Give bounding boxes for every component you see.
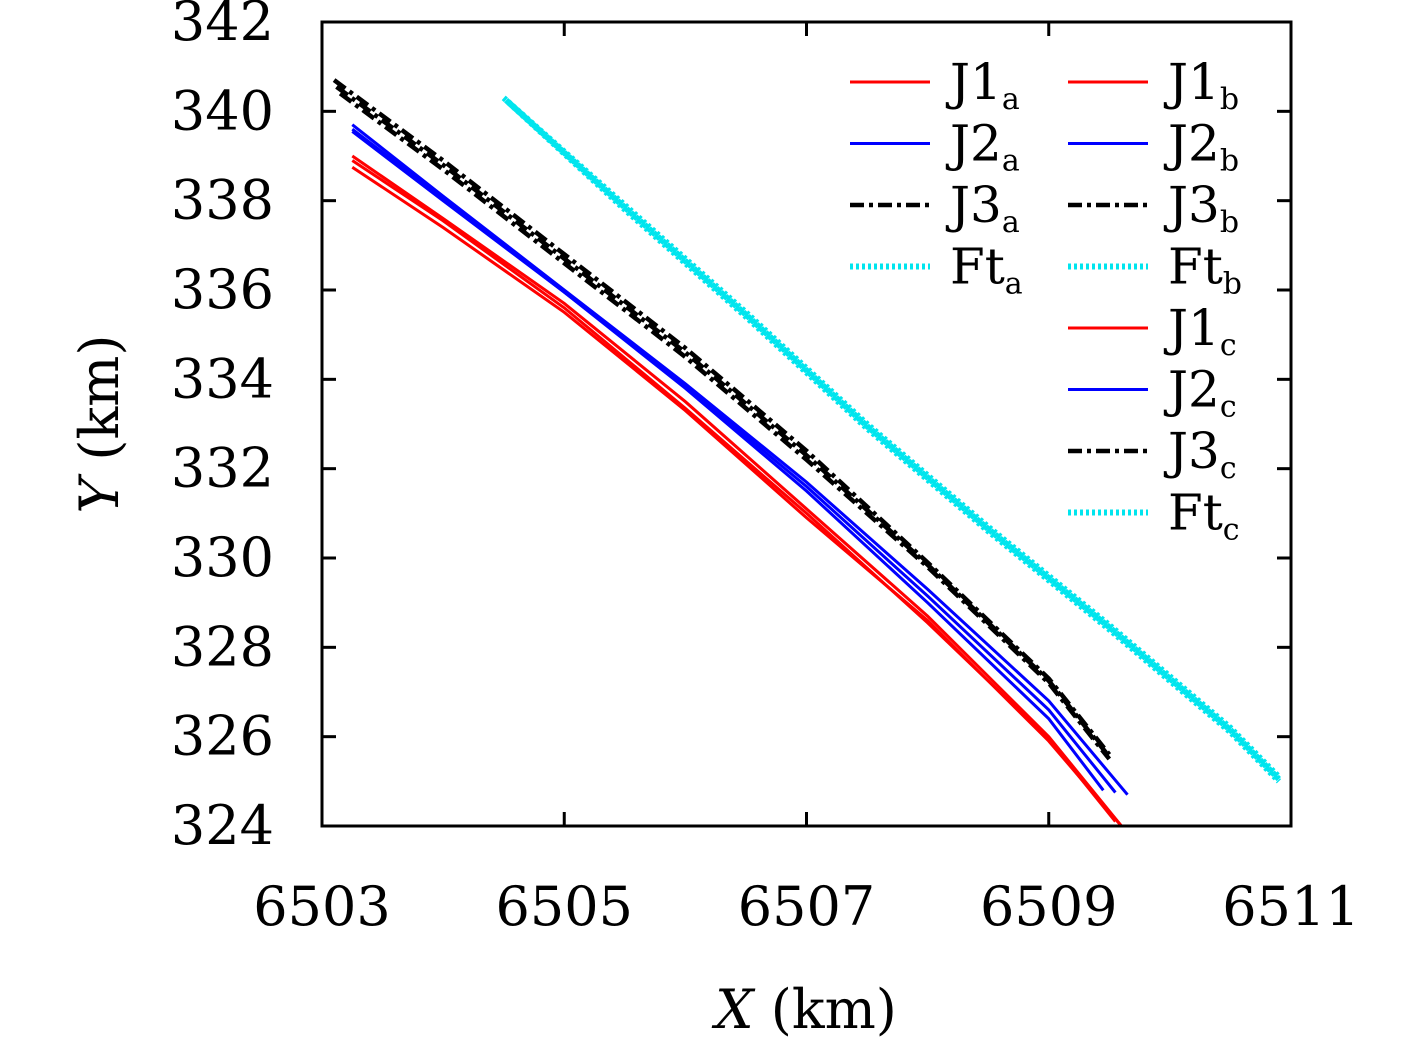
legend-label: J1c [1163, 299, 1237, 363]
legend-label: Fta [950, 238, 1023, 302]
y-axis-unit: (km) [68, 335, 131, 478]
series-line-J1a [351, 154, 1123, 827]
y-tick-label: 332 [171, 437, 274, 500]
legend-label: J2c [1163, 361, 1237, 425]
y-tick-label: 340 [171, 79, 274, 142]
series-line-J2a [351, 123, 1129, 796]
y-axis-title: Y (km) [68, 335, 131, 514]
series-line-J1c [351, 159, 1117, 823]
legend-item-Fta: Fta [850, 238, 1023, 302]
series-layer [332, 78, 1282, 827]
legend-label: J1a [945, 53, 1020, 117]
y-tick-label: 338 [171, 169, 274, 232]
legend-label: Ftb [1168, 238, 1242, 302]
x-tick-label: 6509 [980, 875, 1117, 938]
legend-item-J3b: J3b [1068, 176, 1239, 240]
legend-item-J2b: J2b [1068, 115, 1239, 179]
x-axis-title: X (km) [711, 978, 897, 1041]
ticks-layer: 6503 6505 6507 6509 6511 324 326 328 330 332 334 33… [171, 0, 1360, 938]
y-axis-var: Y [68, 473, 131, 513]
x-axis-var: X [711, 978, 756, 1041]
y-tick-label: 330 [171, 526, 274, 589]
y-tick-label: 334 [171, 347, 274, 410]
legend-label: J3c [1163, 422, 1237, 486]
x-tick-label: 6505 [496, 875, 633, 938]
legend-label: Ftc [1168, 484, 1240, 548]
legend-label: J2b [1163, 115, 1239, 179]
legend-item-Ftc: Ftc [1068, 484, 1240, 548]
legend-label: J3b [1163, 176, 1239, 240]
legend-item-J2c: J2c [1068, 361, 1237, 425]
legend-item-J3c: J3c [1068, 422, 1237, 486]
legend-label: J2a [945, 115, 1020, 179]
series-line-Fta [501, 95, 1282, 780]
legend-label: J3a [945, 176, 1020, 240]
y-tick-label: 342 [171, 0, 274, 53]
series-line-Ftc [506, 100, 1282, 784]
legend-item-J1a: J1a [850, 53, 1020, 117]
y-tick-label: 326 [171, 705, 274, 768]
series-line-J2b [351, 130, 1105, 792]
series-line-Ftb [504, 97, 1282, 782]
legend-item-Ftb: Ftb [1068, 238, 1242, 302]
series-line-J2c [351, 128, 1117, 794]
legend-item-J2a: J2a [850, 115, 1020, 179]
legend-item-J1b: J1b [1068, 53, 1239, 117]
legend-item-J3a: J3a [850, 176, 1020, 240]
legend-item-J1c: J1c [1068, 299, 1237, 363]
y-tick-label: 336 [171, 258, 274, 321]
x-tick-label: 6507 [738, 875, 875, 938]
y-tick-label: 328 [171, 615, 274, 678]
x-axis-unit: (km) [754, 978, 897, 1041]
x-tick-label: 6503 [253, 875, 390, 938]
x-tick-label: 6511 [1222, 875, 1359, 938]
series-line-J3c [335, 84, 1112, 759]
series-line-J3b [338, 91, 1112, 761]
legend-label: J1b [1163, 53, 1239, 117]
y-tick-label: 324 [171, 794, 274, 857]
